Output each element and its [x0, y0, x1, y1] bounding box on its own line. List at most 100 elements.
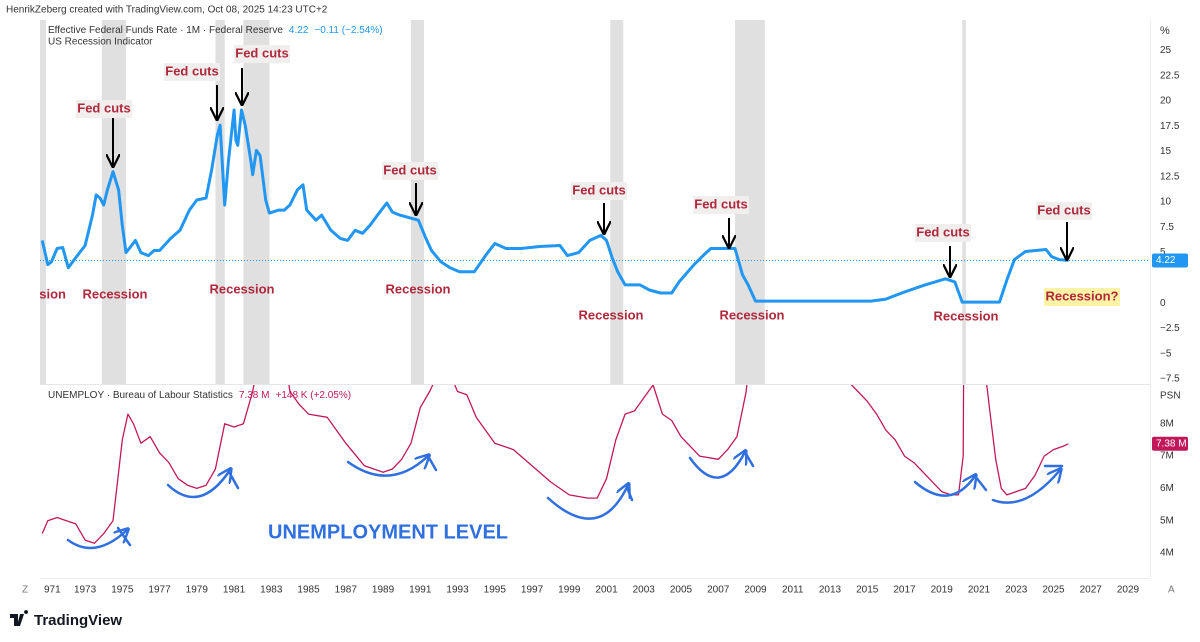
x-tick-label: 2011	[782, 585, 804, 596]
y-tick-label: 7M	[1160, 451, 1174, 462]
arc-arrow	[426, 454, 438, 472]
recession-band	[410, 20, 425, 384]
arc-arrow	[991, 470, 1060, 504]
annotation: Recession	[1, 286, 66, 301]
arc-arrow	[546, 485, 628, 520]
legend-title: UNEMPLOY · Bureau of Labour Statistics	[48, 390, 233, 401]
annotation-bg	[164, 63, 220, 81]
y-tick-label: 12.5	[1160, 171, 1180, 182]
x-tick-label: 1979	[186, 585, 209, 596]
annotation: Fed cuts	[383, 162, 436, 177]
price-badge-label: 4.22	[1156, 255, 1176, 266]
annotation-bg	[234, 45, 290, 63]
x-tick-label: 1975	[111, 585, 134, 596]
x-tick-label: 2013	[819, 585, 842, 596]
annotation: Recession?	[1046, 288, 1119, 303]
y-tick-label: 20	[1160, 96, 1172, 107]
annotation: Recession	[933, 308, 998, 323]
y-tick-label: 4M	[1160, 548, 1174, 559]
x-tick-label: 2009	[744, 585, 767, 596]
annotation-bg	[1036, 202, 1092, 220]
axis-unit: PSN	[1160, 391, 1181, 402]
x-tick-label: 2015	[856, 585, 879, 596]
annotation: Recession	[385, 281, 450, 296]
annotation: Fed cuts	[572, 182, 625, 197]
x-tick-label: 1995	[484, 585, 507, 596]
annotation: Recession	[209, 281, 274, 296]
y-tick-label: 6M	[1160, 483, 1174, 494]
scale-button[interactable]: Z	[22, 585, 28, 596]
arc-arrow	[346, 456, 428, 477]
arc-arrow	[688, 452, 745, 479]
x-tick-label: 1993	[446, 585, 469, 596]
annotation: Recession	[82, 286, 147, 301]
x-tick-label: 1989	[372, 585, 395, 596]
arc-arrow	[743, 450, 755, 468]
x-tick-label: 1985	[297, 585, 320, 596]
annotation-bg	[693, 196, 749, 214]
logo: TradingView	[10, 610, 122, 629]
hand-arrows	[66, 450, 1062, 550]
axis-unit: %	[1160, 25, 1170, 37]
annotation-bg	[571, 182, 627, 200]
legend-recession: US Recession Indicator	[48, 37, 153, 48]
x-tick-label: 1997	[521, 585, 544, 596]
logo-text: TradingView	[34, 612, 122, 629]
x-tick-label: 2027	[1080, 585, 1103, 596]
y-tick-label: 5	[1160, 247, 1166, 258]
data-line	[40, 108, 1069, 304]
annotation-bg	[76, 100, 132, 118]
annotation: Fed cuts	[165, 63, 218, 78]
x-tick-label: 1983	[260, 585, 283, 596]
price-badge	[1152, 253, 1188, 268]
y-tick-label: 17.5	[1160, 121, 1180, 132]
annotation: Fed cuts	[77, 100, 130, 115]
legend: Effective Federal Funds Rate · 1M · Fede…	[48, 25, 383, 36]
y-tick-label: −2.5	[1160, 323, 1180, 334]
arc-arrow	[166, 470, 230, 499]
legend: UNEMPLOY · Bureau of Labour Statistics 7.…	[48, 390, 351, 401]
price-badge	[1152, 436, 1188, 451]
legend-change: −0.11 (−2.54%)	[314, 25, 382, 36]
price-badge-label: 7.38 M	[1156, 438, 1187, 449]
arc-arrow	[66, 530, 127, 550]
y-tick-label: 5M	[1160, 515, 1174, 526]
annotation: Fed cuts	[1037, 202, 1090, 217]
scale-button[interactable]: A	[1168, 585, 1175, 596]
x-tick-label: 1981	[223, 585, 246, 596]
y-tick-label: −7.5	[1160, 374, 1180, 385]
y-tick-label: 15	[1160, 146, 1172, 157]
recession-band	[610, 20, 624, 384]
arc-arrow	[116, 526, 132, 547]
x-tick-label: 971	[44, 585, 61, 596]
x-tick-label: 1991	[409, 585, 432, 596]
x-tick-label: 1987	[335, 585, 358, 596]
recession-band	[962, 20, 966, 384]
y-tick-label: 8M	[1160, 418, 1174, 429]
y-tick-label: 7.5	[1160, 222, 1174, 233]
annotation: Fed cuts	[694, 196, 747, 211]
x-tick-label: 2003	[633, 585, 656, 596]
x-tick-label: 2019	[931, 585, 954, 596]
arc-arrow	[913, 476, 975, 497]
arc-arrow	[973, 474, 988, 492]
recession-band	[40, 20, 46, 384]
x-tick-label: 1973	[74, 585, 97, 596]
annotation-bg	[915, 224, 971, 242]
x-tick-label: 2005	[670, 585, 693, 596]
legend-value: 7.38 M	[239, 390, 270, 401]
logo-mark	[10, 610, 29, 626]
x-tick-label: 2029	[1117, 585, 1140, 596]
x-tick-label: 2021	[968, 585, 991, 596]
y-tick-label: 0	[1160, 298, 1166, 309]
y-tick-label: 22.5	[1160, 70, 1180, 81]
x-tick-label: 2025	[1042, 585, 1065, 596]
arc-arrow	[226, 468, 240, 490]
arc-arrow	[624, 483, 634, 502]
legend-title: Effective Federal Funds Rate · 1M · Fede…	[48, 25, 283, 36]
legend-change: +148 K (+2.05%)	[275, 390, 351, 401]
y-tick-label: −5	[1160, 348, 1172, 359]
annotation-bg	[1044, 288, 1120, 306]
